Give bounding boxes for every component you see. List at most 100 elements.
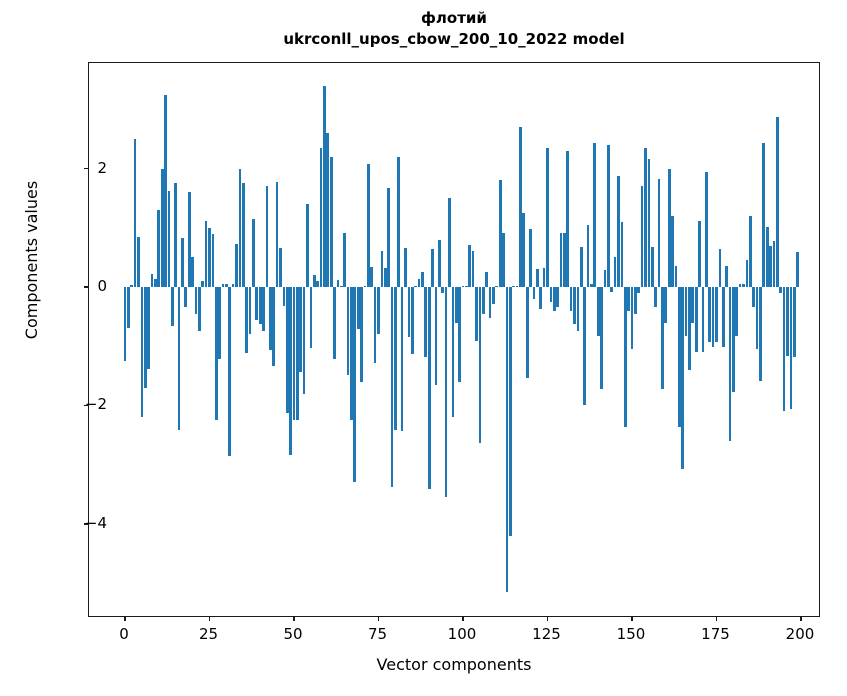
- bar: [792, 287, 796, 358]
- x-tick-label: 0: [119, 625, 129, 643]
- bar: [448, 197, 451, 287]
- bar: [140, 287, 144, 418]
- bar: [431, 248, 434, 287]
- bar: [262, 287, 265, 332]
- bar: [333, 287, 336, 359]
- bar: [745, 260, 749, 287]
- bar: [556, 287, 559, 308]
- bar: [681, 287, 685, 469]
- bar: [475, 287, 478, 341]
- bar: [211, 233, 215, 287]
- bar: [481, 287, 485, 315]
- bar: [390, 287, 394, 488]
- bar: [373, 287, 377, 364]
- bar: [147, 287, 150, 369]
- bar: [343, 233, 347, 287]
- bar: [367, 163, 370, 287]
- bar: [208, 227, 211, 287]
- bar: [248, 287, 252, 335]
- x-tick-mark: [377, 616, 380, 621]
- bar: [502, 233, 505, 287]
- bar: [596, 287, 600, 337]
- y-tick-label: 0: [97, 277, 107, 295]
- chart-title-word: флотий: [421, 9, 487, 27]
- bar: [775, 117, 779, 287]
- bar: [123, 287, 127, 361]
- bar: [252, 218, 255, 287]
- bar: [677, 287, 681, 428]
- bar: [718, 249, 722, 287]
- bar: [664, 287, 668, 323]
- bar: [258, 287, 262, 325]
- bar: [326, 133, 330, 287]
- bar: [630, 287, 634, 350]
- x-tick-label: 125: [532, 625, 561, 643]
- bar: [437, 239, 441, 287]
- bar: [586, 225, 590, 287]
- bar: [383, 268, 387, 287]
- bar: [748, 215, 752, 287]
- bar: [617, 175, 620, 287]
- bar: [221, 284, 225, 287]
- bar: [657, 179, 661, 287]
- bar: [644, 148, 647, 287]
- bar: [177, 287, 181, 430]
- bar: [323, 85, 326, 287]
- bar: [400, 287, 404, 432]
- bar: [796, 252, 799, 287]
- bar: [762, 143, 766, 287]
- bar: [637, 287, 641, 293]
- bar: [782, 287, 786, 411]
- bar: [421, 271, 424, 287]
- x-tick-mark: [462, 616, 464, 621]
- bar: [471, 251, 475, 287]
- x-tick-label: 150: [616, 625, 646, 643]
- bar: [204, 220, 208, 287]
- bar: [143, 287, 147, 388]
- bar: [590, 284, 593, 287]
- bar: [164, 94, 167, 287]
- bar: [154, 279, 157, 287]
- bar: [529, 228, 532, 287]
- bar: [225, 284, 228, 287]
- bar: [606, 144, 610, 287]
- bar: [735, 287, 739, 336]
- bar: [441, 287, 445, 293]
- bar: [573, 287, 576, 325]
- bar: [404, 247, 407, 287]
- bar: [515, 285, 519, 287]
- bar: [228, 287, 232, 456]
- bar: [451, 287, 455, 418]
- bar: [312, 275, 316, 287]
- bar: [282, 287, 286, 306]
- x-tick-label: 75: [367, 625, 388, 643]
- x-tick-mark: [124, 616, 126, 621]
- bar: [184, 287, 188, 308]
- bar: [742, 284, 745, 287]
- bar: [769, 245, 772, 287]
- x-tick-mark: [800, 616, 802, 621]
- bar: [522, 213, 526, 287]
- bar: [583, 287, 587, 406]
- bar: [360, 287, 363, 383]
- bar: [370, 266, 374, 287]
- bar: [377, 287, 380, 335]
- bar: [478, 287, 482, 444]
- y-tick-label: −2: [84, 395, 107, 414]
- x-tick-mark: [208, 616, 211, 621]
- bar: [728, 287, 732, 441]
- bar: [417, 278, 421, 287]
- bar: [296, 287, 299, 420]
- bar: [309, 287, 313, 348]
- bar: [319, 147, 323, 287]
- bar-series: [89, 63, 819, 616]
- chart-title-model: ukrconll_upos_cbow_200_10_2022 model: [283, 30, 625, 48]
- x-tick-mark: [293, 616, 295, 621]
- bar: [552, 287, 556, 311]
- bar: [434, 287, 438, 386]
- x-tick-mark: [631, 616, 633, 621]
- bar: [214, 287, 218, 421]
- x-tick-mark: [546, 616, 549, 621]
- x-tick-label: 50: [283, 625, 303, 643]
- bar: [647, 159, 651, 287]
